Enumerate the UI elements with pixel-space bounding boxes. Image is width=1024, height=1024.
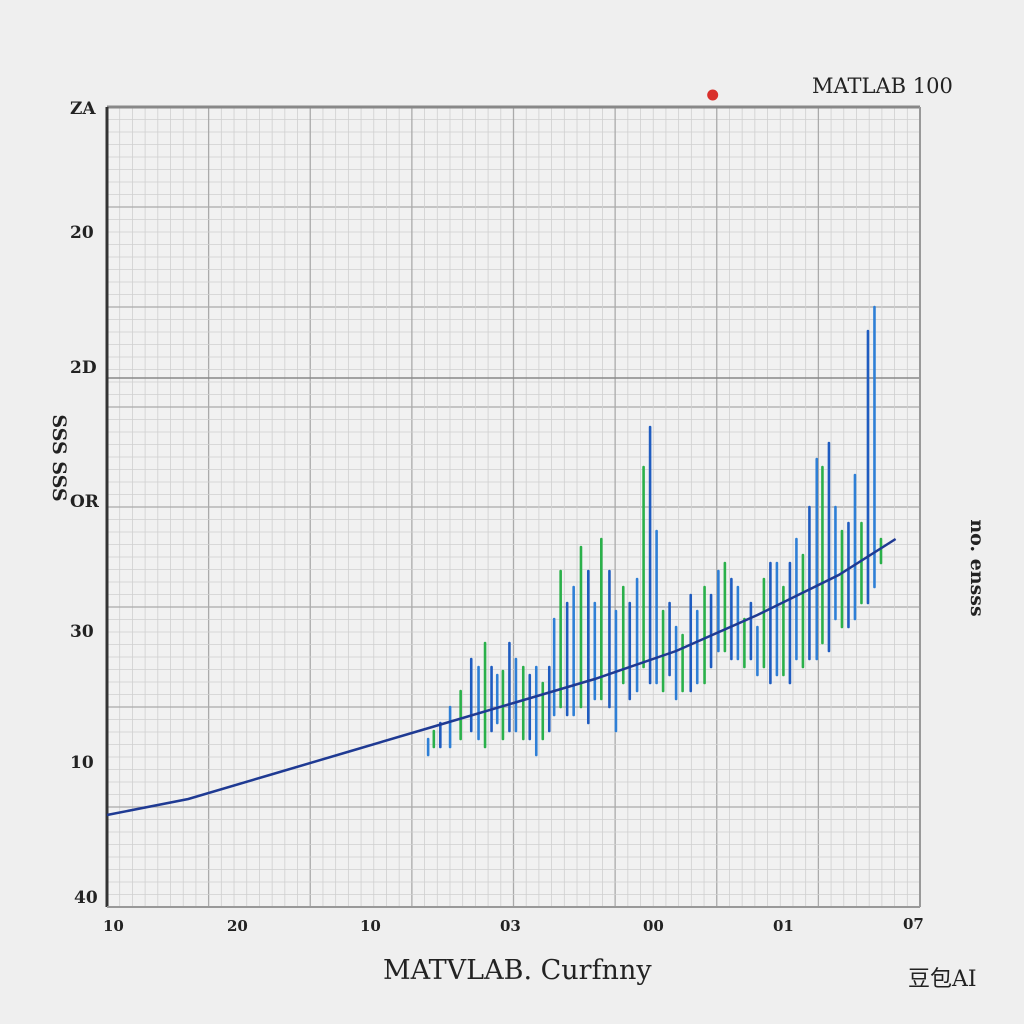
y-tick-label: ZA: [70, 99, 96, 119]
x-tick-label: 03: [500, 917, 521, 935]
x-tick-label: 10: [103, 917, 124, 935]
y-tick-labels: ZA 20 2D OR 30 10 40: [70, 99, 100, 908]
x-axis-title: MATVLAB. Curfnny: [383, 955, 652, 986]
y-axis-title: SSS SSS: [48, 414, 70, 501]
watermark: 豆包AI: [908, 967, 977, 992]
right-axis-title: no. ensss: [966, 519, 988, 616]
x-tick-label: 01: [773, 917, 794, 935]
y-tick-label: OR: [70, 492, 100, 512]
y-tick-label: 40: [74, 888, 98, 908]
red-marker-point: [707, 89, 719, 101]
y-tick-label: 30: [70, 622, 94, 642]
y-tick-label: 20: [70, 223, 94, 243]
corner-label: MATLAB 100: [812, 74, 953, 98]
x-tick-labels: 10 20 10 03 00 01 07: [103, 915, 924, 935]
x-tick-label: 20: [227, 917, 248, 935]
y-tick-label: 2D: [70, 358, 97, 378]
trend-line: [106, 537, 897, 817]
y-tick-label: 10: [70, 753, 94, 773]
x-tick-label: 10: [360, 917, 381, 935]
x-tick-label: 00: [643, 917, 664, 935]
grid: [107, 107, 920, 907]
x-tick-label: 07: [903, 915, 924, 933]
